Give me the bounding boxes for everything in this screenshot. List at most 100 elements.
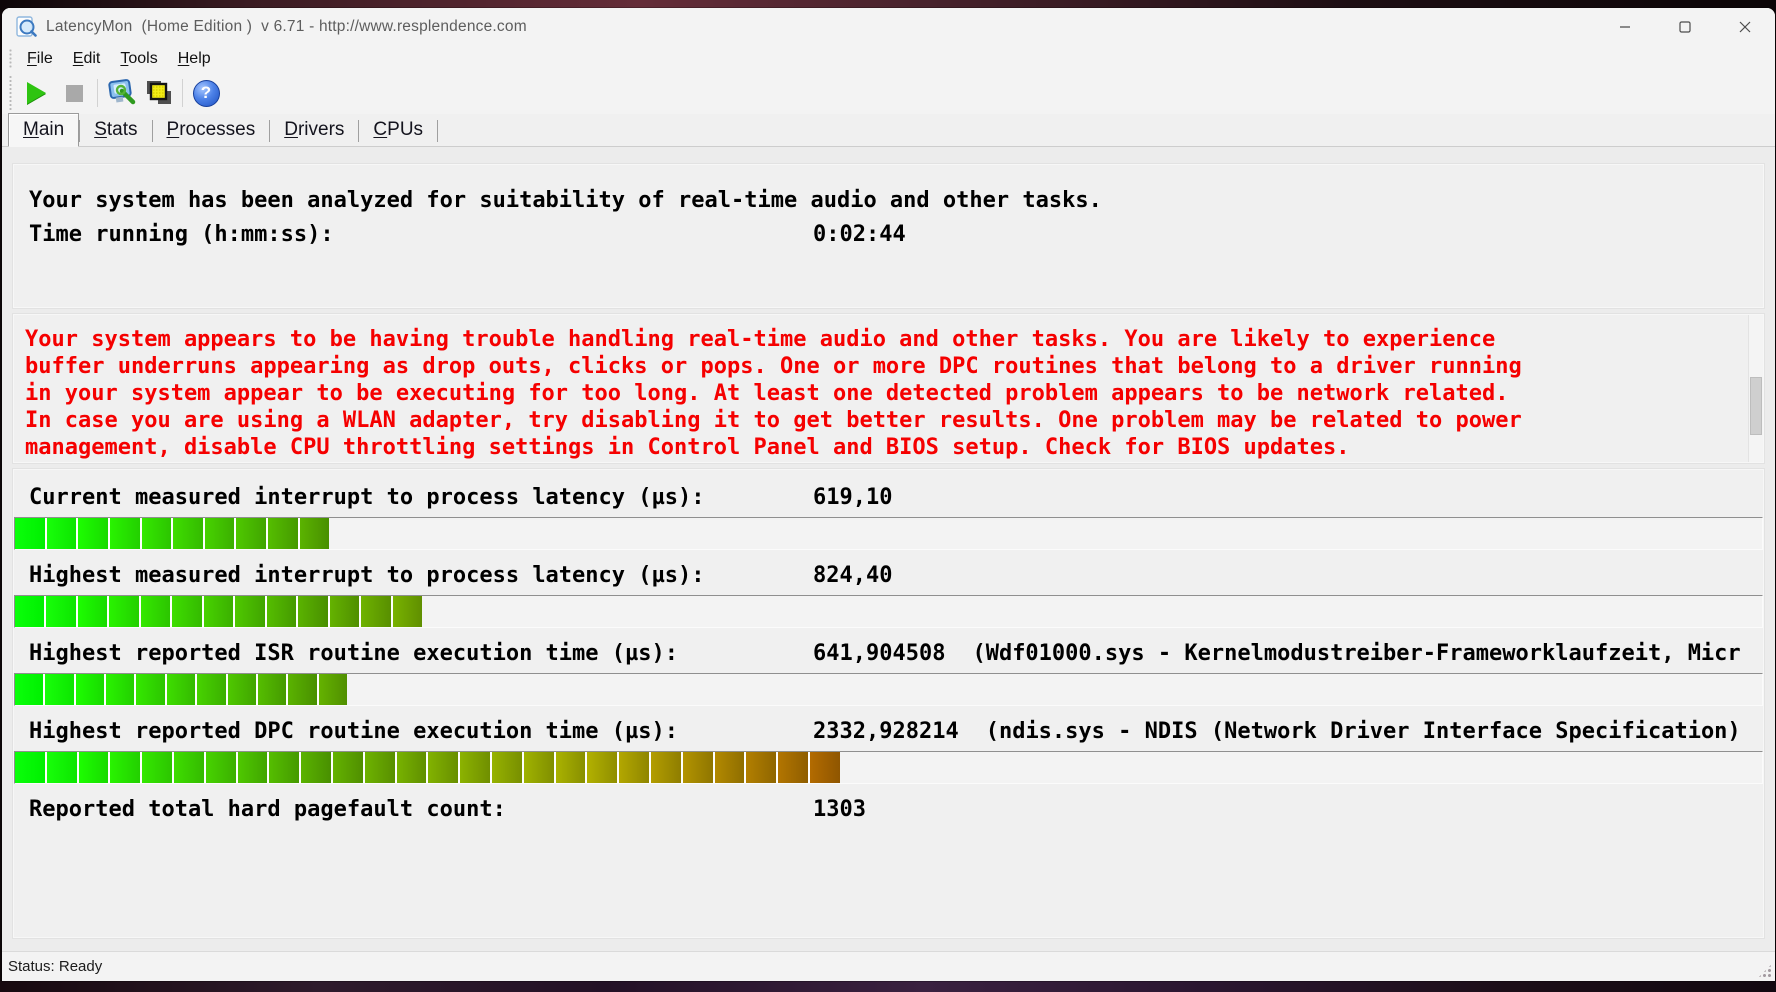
toolbar-separator <box>97 79 98 107</box>
meter-value: 824,40 <box>813 563 893 588</box>
start-monitoring-button[interactable] <box>17 75 55 111</box>
play-icon <box>26 82 46 104</box>
bar-segment <box>15 674 44 705</box>
bar-segment <box>332 752 363 783</box>
bar-segment <box>235 596 265 627</box>
bar-segment <box>361 596 391 627</box>
warning-scrollbar-thumb[interactable] <box>1750 376 1762 435</box>
meter-label: Highest measured interrupt to process la… <box>29 563 705 588</box>
bar-segment <box>142 752 172 783</box>
minimize-icon <box>1620 25 1630 28</box>
bar-segment <box>197 674 226 705</box>
tab-cpus[interactable]: CPUs <box>359 115 437 146</box>
bar-segment <box>266 596 297 627</box>
bar-segment <box>269 752 300 783</box>
warning-line: in your system appear to be executing fo… <box>25 381 1509 406</box>
menu-edit[interactable]: Edit <box>63 48 111 70</box>
bar-segment <box>172 596 202 627</box>
latency-meters-panel: Current measured interrupt to process la… <box>12 468 1765 939</box>
tab-processes[interactable]: Processes <box>153 115 270 146</box>
bar-segment <box>106 674 135 705</box>
bar-segment <box>257 674 287 705</box>
bar-segment <box>15 596 45 627</box>
menu-bar: File Edit Tools Help <box>2 45 1775 72</box>
bar-segment <box>15 752 45 783</box>
menu-tools[interactable]: Tools <box>110 48 167 70</box>
menu-file[interactable]: File <box>17 48 63 70</box>
bar-segment <box>173 518 203 549</box>
bar-segment <box>140 596 171 627</box>
help-icon: ? <box>192 79 220 107</box>
meter-dpc-time: Highest reported DPC routine execution t… <box>13 719 1764 784</box>
desktop-taskbar-strip <box>0 981 1776 992</box>
menubar-gripper <box>8 48 13 69</box>
bar-segment <box>46 596 76 627</box>
toolbar: ? <box>2 72 1775 114</box>
bar-segment <box>46 518 77 549</box>
bar-segment <box>301 752 331 783</box>
bar-segment <box>78 752 109 783</box>
bar-segment <box>682 752 713 783</box>
bar-segment <box>619 752 649 783</box>
bar-segment <box>268 518 298 549</box>
copy-report-icon <box>147 81 171 104</box>
options-button[interactable] <box>102 75 140 111</box>
help-button[interactable]: ? <box>187 75 225 111</box>
tab-separator <box>269 120 271 142</box>
app-icon <box>16 15 37 37</box>
meter-label: Current measured interrupt to process la… <box>29 485 705 510</box>
bar-segment <box>204 518 235 549</box>
time-running-label: Time running (h:mm:ss): <box>29 222 334 247</box>
bar-segment <box>109 518 140 549</box>
warning-line: In case you are using a WLAN adapter, tr… <box>25 408 1522 433</box>
warning-scrollbar[interactable] <box>1748 315 1763 462</box>
copy-report-button[interactable] <box>140 75 178 111</box>
latencymon-window: LatencyMon (Home Edition ) v 6.71 - http… <box>2 8 1775 981</box>
toolbar-separator <box>182 79 183 107</box>
meter-isr-time: Highest reported ISR routine execution t… <box>13 641 1764 706</box>
bar-segment <box>329 596 360 627</box>
bar-segment <box>587 752 618 783</box>
tab-separator <box>437 120 439 142</box>
bar-segment <box>460 752 490 783</box>
meter-current-latency: Current measured interrupt to process la… <box>13 485 1764 550</box>
bar-segment <box>288 674 317 705</box>
bar-segment <box>78 518 108 549</box>
stop-monitoring-button[interactable] <box>55 75 93 111</box>
tab-main[interactable]: Main <box>8 113 80 147</box>
tab-drivers[interactable]: Drivers <box>270 115 358 146</box>
maximize-icon <box>1679 20 1691 33</box>
resize-grip-icon[interactable] <box>1758 964 1772 978</box>
bar-segment <box>15 518 45 549</box>
maximize-button[interactable] <box>1655 8 1715 45</box>
bar-segment <box>141 518 172 549</box>
warning-panel: Your system appears to be having trouble… <box>12 313 1765 464</box>
bar-segment <box>364 752 395 783</box>
meter-driver-info: (Wdf01000.sys - Kernelmodustreiber-Frame… <box>972 641 1741 666</box>
bar-segment <box>746 752 777 783</box>
bar-segment <box>299 518 330 549</box>
window-controls <box>1595 8 1775 45</box>
bar-segment <box>45 674 74 705</box>
menu-help[interactable]: Help <box>168 48 221 70</box>
bar-segment <box>298 596 328 627</box>
bar-segment <box>203 596 234 627</box>
pagefault-row: Reported total hard pagefault count: 130… <box>13 797 1764 823</box>
meter-value: 641,904508 <box>813 641 946 666</box>
bar-segment <box>491 752 522 783</box>
close-button[interactable] <box>1715 8 1775 45</box>
toolbar-gripper <box>8 75 13 111</box>
meter-value: 2332,928214 <box>813 719 959 744</box>
bar-segment <box>236 518 267 549</box>
bar-segment <box>77 596 108 627</box>
bar-segment <box>392 596 423 627</box>
status-bar: Status: Ready <box>2 951 1775 981</box>
warning-line: management, disable CPU throttling setti… <box>25 435 1350 460</box>
latency-bar <box>14 751 1763 784</box>
bar-segment <box>109 596 139 627</box>
bar-segment <box>555 752 586 783</box>
bar-segment <box>809 752 840 783</box>
bar-segment <box>205 752 236 783</box>
tab-stats[interactable]: Stats <box>80 115 151 146</box>
minimize-button[interactable] <box>1595 8 1655 45</box>
